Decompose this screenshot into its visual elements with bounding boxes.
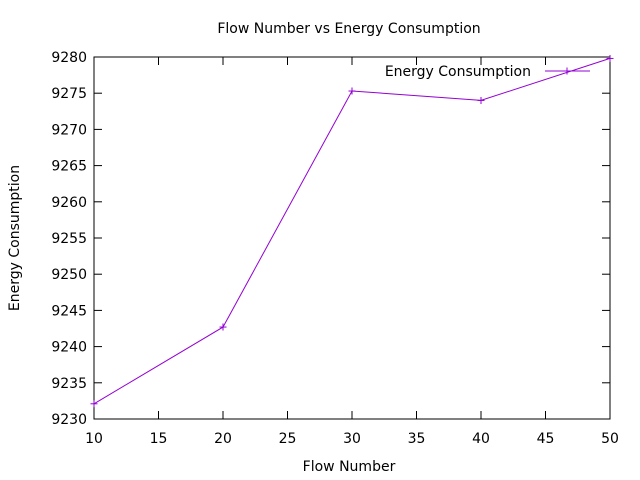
y-tick-label: 9280 bbox=[51, 50, 87, 66]
y-tick-label: 9230 bbox=[51, 412, 87, 428]
y-axis: 9230 9235 9240 9245 9250 9255 9260 9265 9270 9275… bbox=[51, 50, 610, 428]
x-tick-label: 50 bbox=[601, 431, 619, 447]
y-tick-label: 9235 bbox=[51, 376, 87, 392]
y-tick-label: 9240 bbox=[51, 340, 87, 356]
y-tick-label: 9255 bbox=[51, 231, 87, 247]
y-tick-label: 9265 bbox=[51, 159, 87, 175]
data-point bbox=[606, 54, 614, 62]
y-axis-label: Energy Consumption bbox=[7, 165, 23, 311]
x-tick-label: 45 bbox=[537, 431, 555, 447]
y-tick-label: 9260 bbox=[51, 195, 87, 211]
data-point bbox=[90, 400, 98, 408]
y-tick-label: 9245 bbox=[51, 303, 87, 319]
data-point bbox=[348, 87, 356, 95]
y-tick-label: 9275 bbox=[51, 86, 87, 102]
legend: Energy Consumption bbox=[385, 64, 590, 80]
x-tick-label: 15 bbox=[150, 431, 168, 447]
chart-title: Flow Number vs Energy Consumption bbox=[217, 21, 480, 37]
x-tick-label: 30 bbox=[343, 431, 361, 447]
data-point bbox=[477, 96, 485, 104]
y-tick-label: 9250 bbox=[51, 267, 87, 283]
x-axis: 10 15 20 25 30 35 40 45 50 bbox=[85, 57, 619, 447]
x-tick-label: 40 bbox=[472, 431, 490, 447]
series-line bbox=[93, 57, 611, 405]
data-point bbox=[219, 323, 227, 331]
series-group bbox=[90, 54, 614, 408]
legend-marker bbox=[563, 67, 571, 75]
legend-label: Energy Consumption bbox=[385, 64, 531, 80]
x-axis-label: Flow Number bbox=[303, 459, 396, 475]
x-tick-label: 35 bbox=[408, 431, 426, 447]
x-tick-label: 10 bbox=[85, 431, 103, 447]
plot-frame bbox=[93, 56, 611, 420]
y-tick-label: 9270 bbox=[51, 122, 87, 138]
x-tick-label: 20 bbox=[214, 431, 232, 447]
x-tick-label: 25 bbox=[279, 431, 297, 447]
